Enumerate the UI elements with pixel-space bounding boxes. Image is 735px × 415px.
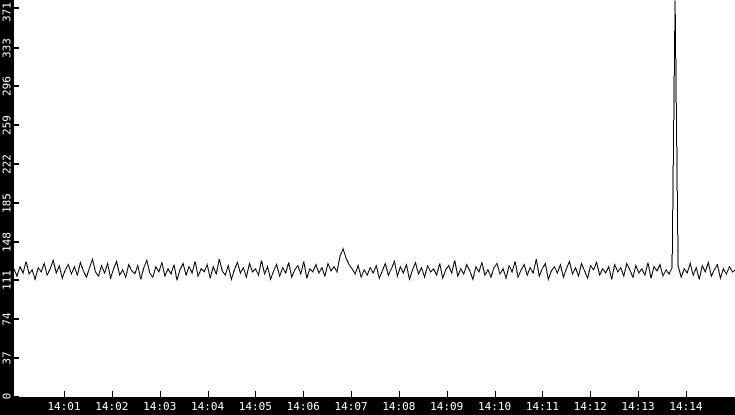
y-tick-label: 371: [0, 1, 14, 22]
x-tick: [398, 391, 400, 397]
x-tick: [542, 391, 544, 397]
y-tick: [14, 124, 19, 127]
x-tick-label: 14:11: [525, 400, 559, 413]
x-tick-label: 14:07: [334, 400, 368, 413]
y-tick-label: 333: [0, 37, 14, 58]
x-tick-label: 14:02: [95, 400, 129, 413]
x-tick: [111, 391, 113, 397]
y-tick: [14, 318, 19, 321]
y-tick: [14, 46, 19, 49]
y-tick: [14, 356, 19, 359]
y-tick-label: 148: [0, 231, 14, 252]
y-tick-label: 111: [0, 270, 14, 291]
x-tick: [303, 391, 305, 397]
x-tick: [255, 391, 257, 397]
x-tick: [446, 391, 448, 397]
y-tick-label: 296: [0, 76, 14, 97]
x-tick: [494, 391, 496, 397]
x-tick: [207, 391, 209, 397]
y-tick-label: 259: [0, 115, 14, 136]
y-tick: [14, 201, 19, 204]
y-tick-label: 185: [0, 192, 14, 213]
x-tick-label: 14:06: [286, 400, 320, 413]
x-tick: [64, 391, 65, 397]
y-tick: [14, 6, 19, 9]
y-axis-bar: [0, 0, 14, 415]
x-tick: [638, 391, 640, 397]
x-tick-label: 14:05: [238, 400, 272, 413]
y-tick-label: 0: [0, 393, 14, 400]
y-tick-label: 74: [0, 312, 14, 326]
x-tick-label: 14:09: [430, 400, 464, 413]
x-tick-label: 14:03: [143, 400, 177, 413]
x-tick-label: 14:10: [477, 400, 512, 413]
y-tick: [14, 240, 19, 243]
x-tick-label: 14:04: [190, 400, 225, 413]
x-tick-label: 14:08: [382, 400, 416, 413]
x-tick: [159, 391, 161, 397]
x-axis-bar: [0, 397, 735, 415]
y-tick: [14, 85, 19, 88]
y-tick: [14, 279, 19, 282]
x-tick-label: 14:14: [669, 400, 703, 413]
x-tick-label: 14:13: [621, 400, 655, 413]
y-tick-label: 37: [0, 351, 14, 365]
x-tick: [590, 391, 592, 397]
x-tick-label: 14:01: [47, 400, 81, 413]
x-tick: [685, 391, 687, 397]
y-tick: [14, 162, 19, 165]
x-tick: [351, 391, 353, 397]
y-tick-label: 222: [0, 153, 14, 174]
x-tick-label: 14:12: [573, 400, 607, 413]
y-tick: [14, 395, 19, 398]
series-line: [13, 0, 735, 282]
